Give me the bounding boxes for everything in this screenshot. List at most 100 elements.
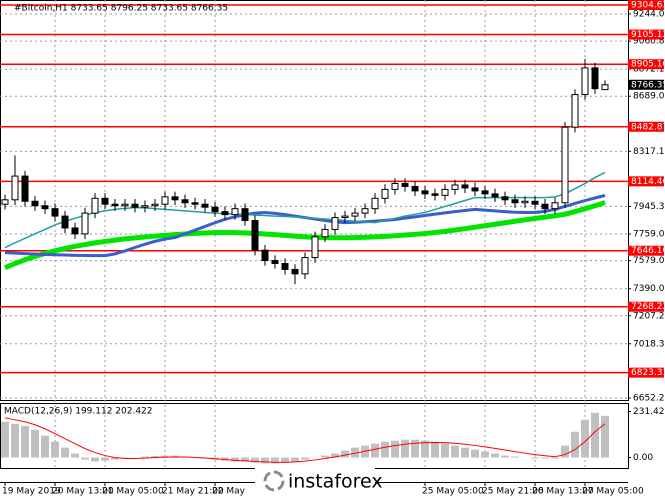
candle-body	[201, 203, 209, 208]
macd-bar	[251, 457, 259, 463]
candle-body	[191, 202, 199, 205]
macd-bar	[481, 451, 489, 458]
candle-body	[61, 215, 69, 229]
y-tick-label: 8317.15	[633, 147, 665, 157]
level-label: 7268.22	[631, 302, 665, 312]
level-label: 8482.87	[631, 122, 665, 132]
macd-bar	[101, 457, 109, 461]
candle-body	[171, 196, 179, 201]
candle-body	[221, 211, 229, 216]
macd-bar	[351, 447, 359, 458]
candle-body	[571, 94, 579, 128]
y-tick-label: 231.423	[633, 407, 665, 417]
macd-bar	[81, 457, 89, 460]
level-label-bg	[628, 176, 664, 187]
x-tick-label: 22 May	[212, 487, 246, 497]
macd-bar	[491, 453, 499, 458]
level-label: 9304.63	[631, 1, 665, 11]
candle-body	[421, 190, 429, 195]
level-label-bg	[628, 245, 664, 256]
candle-body	[71, 227, 79, 235]
macd-bar	[141, 456, 149, 458]
candle-body	[251, 220, 259, 251]
macd-bar	[451, 445, 459, 458]
y-tick-label: 9244.00	[633, 9, 665, 19]
candle-body	[161, 196, 169, 205]
candle-body	[151, 203, 159, 207]
macd-bar	[511, 456, 519, 458]
candle-body	[551, 202, 559, 210]
candle-body	[451, 184, 459, 190]
x-tick-label: 27 May 05:00	[582, 487, 644, 497]
candle-body	[21, 175, 29, 202]
x-tick-label: 21 May 05:00	[102, 487, 164, 497]
macd-bar	[241, 457, 249, 462]
candle-body	[211, 206, 219, 213]
candle-body	[111, 203, 119, 207]
last-price-bg	[628, 79, 664, 90]
macd-bar	[31, 429, 39, 458]
macd-bar	[301, 457, 309, 460]
candle-body	[311, 236, 319, 259]
candle-body	[321, 228, 329, 238]
macd-bar	[411, 439, 419, 458]
macd-bar	[461, 447, 469, 458]
candle-body	[271, 260, 279, 264]
y-tick-label: 7207.25	[633, 311, 665, 321]
candle-body	[521, 200, 529, 204]
y-tick-label: 8689.00	[633, 92, 665, 102]
candle-body	[121, 203, 129, 207]
candle-body	[511, 199, 519, 204]
macd-bar	[111, 457, 119, 460]
macd-bar	[151, 455, 159, 458]
candle-body	[601, 84, 609, 91]
level-label: 8905.10	[631, 60, 665, 70]
candle-body	[401, 182, 409, 187]
candle-body	[261, 249, 269, 262]
macd-bar	[561, 445, 569, 458]
y-tick-label: 6652.25	[633, 394, 665, 404]
level-label: 8114.46	[631, 177, 665, 187]
macd-bar	[541, 457, 549, 459]
candle-body	[141, 205, 149, 208]
macd-bar	[91, 457, 99, 462]
candle-body	[441, 188, 449, 196]
level-label-bg	[628, 59, 664, 70]
candle-body	[101, 197, 109, 205]
y-tick-label: 7018.35	[633, 339, 665, 349]
price-panel	[0, 0, 629, 401]
y-tick-label: 7390.00	[633, 284, 665, 294]
macd-bar	[41, 435, 49, 458]
macd-bar	[581, 419, 589, 458]
y-tick-label: 9060.80	[633, 37, 665, 47]
macd-bar	[231, 457, 239, 462]
candle-body	[581, 67, 589, 96]
macd-bar	[271, 457, 279, 464]
chart-title: #Bitcoin,H1 8733.65 8796.25 8733.65 8766…	[14, 4, 228, 14]
macd-bar	[1, 421, 9, 458]
candle-body	[331, 217, 339, 230]
level-label-bg	[628, 29, 664, 40]
macd-bar	[601, 415, 609, 458]
level-label: 7646.10	[631, 246, 665, 256]
candle-body	[371, 197, 379, 210]
candle-body	[501, 196, 509, 201]
candle-body	[41, 205, 49, 210]
macd-bar	[281, 457, 289, 463]
candle-body	[11, 175, 19, 201]
macd-bar	[381, 441, 389, 458]
candle-body	[181, 199, 189, 204]
macd-bar	[591, 412, 599, 458]
candle-body	[541, 203, 549, 210]
candle-body	[1, 199, 9, 205]
candle-body	[291, 268, 299, 275]
candle-body	[491, 193, 499, 198]
macd-bar	[331, 453, 339, 458]
candle-body	[341, 215, 349, 219]
candle-body	[231, 208, 239, 216]
candle-body	[561, 126, 569, 204]
x-tick-label: 26 May 13:00	[532, 487, 594, 497]
candle-body	[131, 203, 139, 208]
signal-line	[4, 417, 606, 463]
